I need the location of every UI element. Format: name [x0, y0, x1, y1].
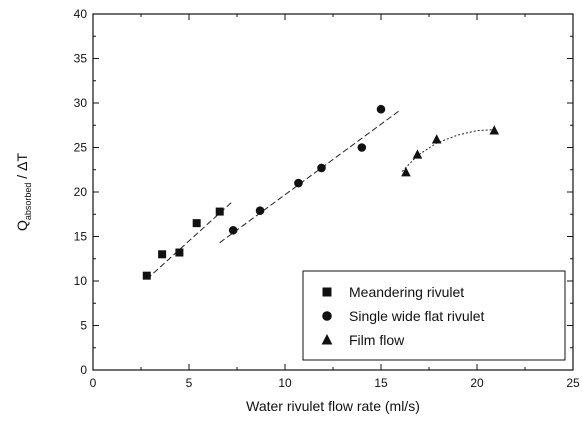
y-tick-label: 15: [74, 230, 88, 244]
x-tick-label: 15: [374, 376, 388, 390]
data-point-triangle: [401, 167, 411, 177]
x-axis-title: Water rivulet flow rate (ml/s): [246, 398, 420, 414]
x-tick-label: 5: [186, 376, 193, 390]
data-point-circle: [228, 225, 238, 235]
y-axis-title-main: Q: [14, 220, 30, 231]
y-tick-label: 0: [80, 363, 87, 377]
y-axis-title-rest: / ΔT: [14, 153, 30, 183]
y-axis-title-subscript: absorbed: [23, 183, 33, 221]
data-point-triangle: [489, 125, 500, 135]
data-point-triangle: [431, 134, 442, 144]
data-point-triangle: [412, 149, 423, 159]
y-tick-label: 25: [74, 141, 88, 155]
legend-marker-square: [322, 287, 332, 297]
data-point-square: [158, 250, 167, 259]
data-point-square: [175, 248, 184, 257]
x-tick-label: 25: [566, 376, 580, 390]
data-point-square: [215, 207, 224, 216]
legend-marker-circle: [322, 311, 332, 321]
fit-line-circle: [219, 109, 401, 244]
data-point-square: [142, 271, 151, 280]
y-tick-label: 10: [74, 274, 88, 288]
data-point-circle: [294, 178, 303, 188]
data-point-square: [192, 219, 201, 228]
data-point-circle: [317, 163, 326, 173]
data-point-circle: [357, 143, 367, 152]
y-axis-title: Qabsorbed / ΔT: [14, 153, 33, 231]
legend-label: Meandering rivulet: [349, 284, 464, 300]
data-point-circle: [376, 104, 386, 114]
legend-marker-triangle: [321, 334, 333, 345]
y-tick-label: 30: [74, 96, 88, 110]
x-tick-label: 0: [90, 376, 97, 390]
x-tick-label: 10: [278, 376, 292, 390]
fit-line-triangle: [401, 129, 493, 172]
y-tick-label: 20: [74, 185, 88, 199]
axis-ticks: 0 5 10 15 20 25 0 5 10 15 20 25 30 35 40: [74, 7, 580, 390]
data-points: [142, 104, 500, 280]
y-tick-label: 40: [74, 7, 88, 21]
legend-label: Single wide flat rivulet: [349, 308, 485, 324]
legend-label: Film flow: [349, 332, 405, 348]
y-tick-label: 5: [80, 319, 87, 333]
legend-box: [302, 270, 566, 361]
data-point-circle: [255, 206, 265, 215]
legend: Meandering rivulet Single wide flat rivul…: [302, 270, 566, 361]
y-tick-label: 35: [74, 52, 88, 66]
x-tick-label: 20: [470, 376, 484, 390]
